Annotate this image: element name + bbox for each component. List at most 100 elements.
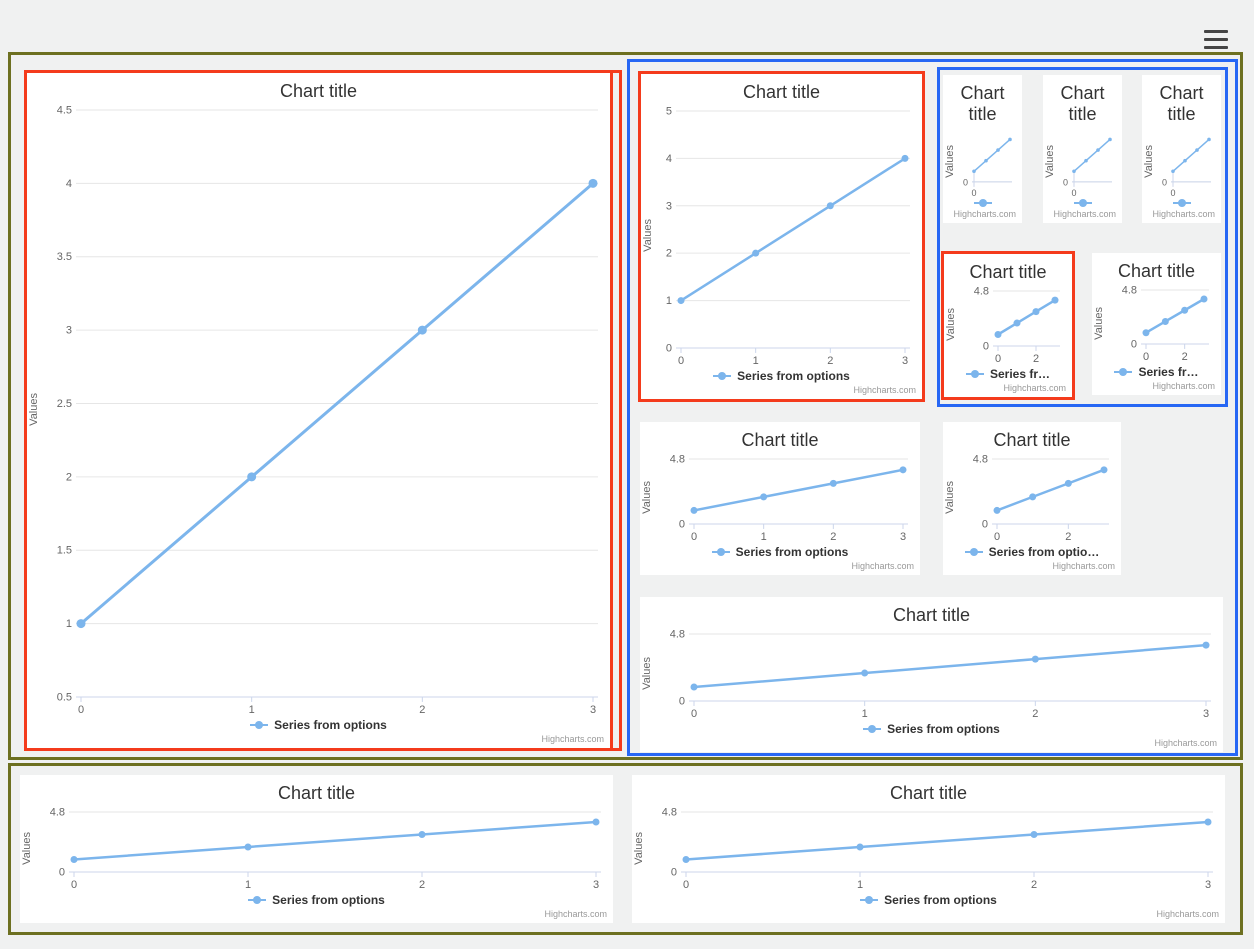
- legend-item[interactable]: Series from options: [20, 893, 613, 907]
- chart-card-medium: Chart title Values 0 1 2 3 4 5 0 1 2 3 Series fro…: [641, 74, 922, 399]
- highcharts-credits-link[interactable]: Highcharts.com: [544, 909, 607, 919]
- legend-item[interactable]: Series from options: [632, 893, 1225, 907]
- plot-area: 00: [1063, 137, 1112, 198]
- cell-outer-red: Chart title Values 0.5 1 1.5 2 2.5 3 3.5 4 4.5 0 1…: [24, 70, 622, 751]
- chart-card-bottom: Chart title Values 4.8 0 0 1 2 3 Series from …: [20, 775, 613, 923]
- plot-area: 0 1 2 3 4 5 0 1 2 3: [666, 106, 910, 367]
- highcharts-credits-link[interactable]: Highcharts.com: [1154, 738, 1217, 748]
- svg-text:4.8: 4.8: [670, 629, 685, 641]
- plot-area: 4.8 00 1 2 3: [50, 807, 601, 891]
- legend-label: Series from options: [735, 545, 849, 559]
- svg-text:0: 0: [691, 708, 697, 720]
- svg-text:4: 4: [666, 153, 672, 165]
- y-axis-title: Values: [944, 145, 956, 178]
- legend-label: Series fr…: [989, 367, 1051, 381]
- svg-text:2: 2: [1182, 351, 1188, 363]
- highcharts-credits-link[interactable]: Highcharts.com: [851, 561, 914, 571]
- plot-area: 00: [1162, 137, 1211, 198]
- svg-text:0: 0: [78, 704, 84, 716]
- plot-area: 4.8 00 1 2 3: [662, 807, 1213, 891]
- svg-text:2: 2: [666, 248, 672, 260]
- chart-title: Chart title: [892, 605, 971, 625]
- chart-title: Chart title: [279, 81, 358, 101]
- svg-text:0: 0: [982, 519, 988, 531]
- legend-label: Series from options: [737, 369, 850, 383]
- highcharts-credits-link[interactable]: Highcharts.com: [853, 385, 916, 395]
- svg-text:0: 0: [971, 188, 976, 198]
- highcharts-credits-link[interactable]: Highcharts.com: [953, 209, 1016, 219]
- y-axis-title: Values: [945, 308, 957, 341]
- svg-text:2: 2: [1032, 708, 1038, 720]
- y-axis-title: Values: [641, 657, 653, 690]
- column-container-blue: Chart title Values 0 1 2 3 4 5 0 1 2 3 Series fro…: [627, 59, 1238, 756]
- legend-item[interactable]: Series from options: [641, 369, 922, 383]
- legend-label: Series from options: [274, 718, 387, 732]
- menu-icon[interactable]: [1204, 30, 1228, 49]
- highcharts-credits-link[interactable]: Highcharts.com: [1052, 561, 1115, 571]
- chart-title: Chart title: [960, 83, 1005, 125]
- highcharts-credits-link[interactable]: Highcharts.com: [1152, 209, 1215, 219]
- svg-text:0: 0: [1063, 178, 1068, 188]
- svg-text:1: 1: [249, 704, 255, 716]
- svg-text:0: 0: [679, 519, 685, 531]
- legend-item[interactable]: Series from options: [640, 545, 920, 559]
- svg-text:0: 0: [671, 867, 677, 879]
- y-axis-title: Values: [633, 831, 645, 865]
- legend-label: Series from options: [884, 893, 997, 907]
- y-axis-title: Values: [1044, 145, 1056, 178]
- svg-text:0: 0: [666, 343, 672, 355]
- chart-card-bottom: Chart title Values 4.8 0 0 1 2 3 Series from …: [632, 775, 1225, 923]
- svg-text:4.8: 4.8: [50, 807, 65, 819]
- svg-text:4.8: 4.8: [662, 807, 677, 819]
- legend-item[interactable]: Series fr…: [944, 367, 1072, 381]
- svg-text:3: 3: [666, 200, 672, 212]
- chart-title: Chart title: [742, 82, 821, 102]
- legend-item[interactable]: [1043, 199, 1122, 207]
- plot-area: 4.8 00 1 2 3: [670, 629, 1211, 720]
- plot-area: 00: [963, 137, 1012, 198]
- chart-title: Chart title: [1060, 83, 1105, 125]
- legend-item[interactable]: Series from options: [27, 718, 610, 732]
- svg-text:3: 3: [1203, 708, 1209, 720]
- highcharts-credits-link[interactable]: Highcharts.com: [1156, 909, 1219, 919]
- legend-item[interactable]: [943, 199, 1022, 207]
- svg-text:1.5: 1.5: [57, 545, 72, 557]
- svg-text:1: 1: [245, 879, 251, 891]
- cell-red-medium: Chart title Values 0 1 2 3 4 5 0 1 2 3 Series fro…: [638, 71, 925, 402]
- legend-label: Series from options: [272, 893, 385, 907]
- cell-red-small: Chart title Values 4.8 0 0 2 Series fr… Hig…: [941, 251, 1075, 400]
- row-container-top: Chart title Values 0.5 1 1.5 2 2.5 3 3.5 4 4.5 0 1…: [8, 52, 1243, 760]
- highcharts-credits-link[interactable]: Highcharts.com: [1053, 209, 1116, 219]
- y-axis-title: Values: [28, 393, 40, 426]
- highcharts-credits-link[interactable]: Highcharts.com: [541, 734, 604, 744]
- highcharts-credits-link[interactable]: Highcharts.com: [1152, 381, 1215, 391]
- highcharts-credits-link[interactable]: Highcharts.com: [1003, 383, 1066, 393]
- svg-text:0: 0: [59, 867, 65, 879]
- legend-item[interactable]: Series fr…: [1092, 365, 1221, 379]
- chart-title: Chart title: [993, 430, 1071, 450]
- legend-item[interactable]: Series from options: [640, 722, 1223, 736]
- y-axis-title: Values: [944, 481, 956, 514]
- svg-text:2: 2: [1033, 353, 1039, 365]
- legend-marker-icon: [1073, 199, 1092, 207]
- svg-text:3: 3: [1205, 879, 1211, 891]
- chart-title: Chart title: [277, 783, 356, 803]
- svg-text:1: 1: [66, 618, 72, 630]
- svg-text:2.5: 2.5: [57, 398, 72, 410]
- y-axis-title: Values: [1093, 306, 1105, 340]
- chart-title: Chart title: [1159, 83, 1204, 125]
- legend-marker-icon: [860, 896, 879, 904]
- legend-item[interactable]: Series from optio…: [943, 545, 1121, 559]
- chart-title: Chart title: [969, 262, 1047, 282]
- menu-bar: [1204, 46, 1228, 49]
- svg-text:2: 2: [1065, 531, 1071, 543]
- svg-text:0: 0: [1143, 351, 1149, 363]
- svg-text:0.5: 0.5: [57, 692, 72, 704]
- svg-text:0: 0: [691, 531, 697, 543]
- legend-item[interactable]: [1142, 199, 1221, 207]
- chart-card-small: Chart title Values 4.8 0 0 2 Series fr… Hig…: [1092, 253, 1221, 395]
- svg-text:2: 2: [66, 471, 72, 483]
- svg-text:0: 0: [983, 341, 989, 353]
